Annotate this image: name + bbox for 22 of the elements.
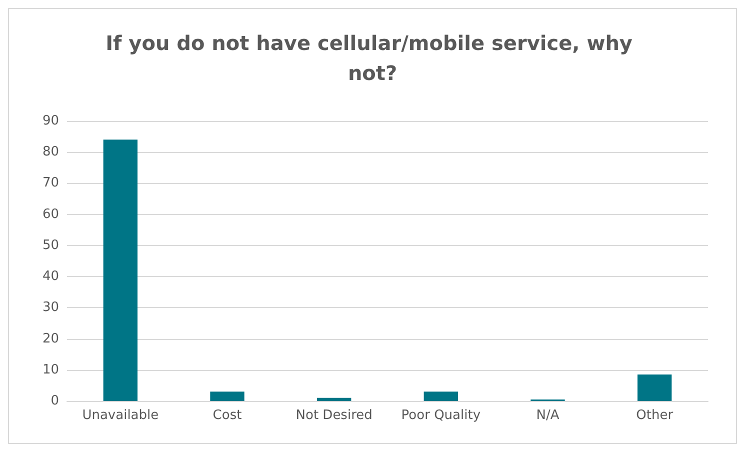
y-tick-label: 0	[50, 394, 59, 408]
bar	[424, 392, 458, 401]
y-tick-label: 80	[42, 144, 59, 160]
y-tick-label: 30	[42, 300, 59, 316]
y-tick-label: 50	[42, 238, 59, 253]
x-tick-label: Unavailable	[82, 408, 159, 423]
y-tick-label: 90	[42, 114, 59, 128]
y-tick-label: 20	[42, 331, 59, 346]
y-tick-label: 70	[42, 176, 59, 191]
bar	[103, 140, 138, 401]
x-tick-label: Cost	[212, 408, 242, 423]
bar	[316, 398, 352, 401]
x-tick-label: Poor Quality	[401, 408, 481, 423]
y-tick-label: 10	[42, 362, 59, 378]
x-tick-label: Not Desired	[296, 408, 372, 423]
y-tick-label: 60	[42, 206, 59, 222]
bar	[637, 374, 672, 401]
chart-title: If you do not have cellular/mobile service, why not?	[106, 31, 640, 85]
bar	[210, 392, 244, 401]
y-tick-label: 40	[42, 269, 59, 284]
x-tick-label: N/A	[536, 408, 560, 423]
x-tick-label: Other	[636, 408, 674, 423]
